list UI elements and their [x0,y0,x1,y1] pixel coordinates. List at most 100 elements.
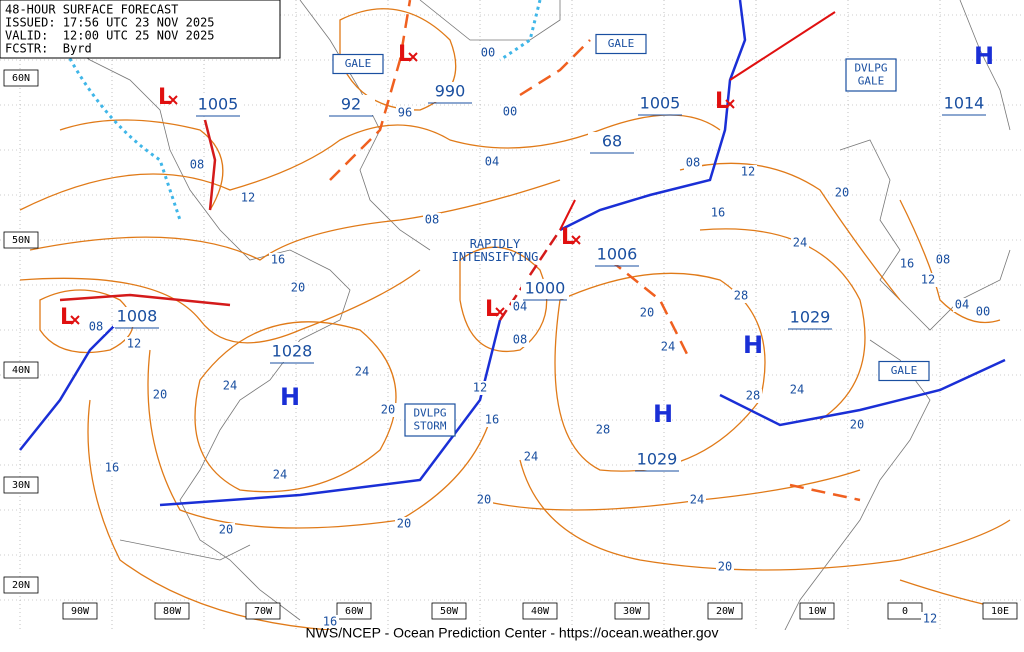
center-bg [194,95,242,115]
center-bg [588,132,636,152]
isobar-label: 24 [273,468,287,482]
lon-label: 30W [623,606,642,617]
lat-box [3,476,39,494]
isobar-label: 16 [711,206,725,220]
isobar-label: 20 [835,186,849,200]
isobar-label: 16 [900,257,914,271]
isobar-label: 20 [153,388,167,402]
lon-label: 90W [71,606,90,617]
center-bg [940,94,988,114]
lon-box [62,602,98,620]
high-center: H [653,400,673,428]
isobar-label: 20 [397,517,411,531]
isobar-label-bg [709,206,727,220]
center-bg [327,95,375,115]
low-center: L [60,305,74,330]
high-center: H [280,383,300,411]
pressure-center: 1028 [272,342,313,361]
isobar-label: 20 [219,523,233,537]
isobar-label-bg [379,403,397,417]
isobar-label-bg [321,615,339,629]
isobar-label-bg [479,46,497,60]
isobar-label: 28 [734,289,748,303]
isobar-label: 28 [596,423,610,437]
lon-label: 60W [345,606,364,617]
labels: 60N 50N 40N 30N 20N 90W 80W 70W 60W 50W 40W 30W 20W 1… [3,33,1018,629]
low-center: L [398,42,412,67]
warning-box [878,360,930,382]
isobar-label: 08 [513,333,527,347]
isobar-label-bg [271,468,289,482]
center-bg [113,307,161,327]
low-x [495,307,505,317]
isobar-label-bg [501,105,519,119]
low-x [725,99,735,109]
isobar-label: 16 [105,461,119,475]
isobar-label-bg [125,337,143,351]
isobar-label-bg [269,253,287,267]
isobar-label: 16 [485,413,499,427]
pressure-center: 1008 [117,307,158,326]
isobar-label: 12 [473,381,487,395]
header-box [0,0,281,59]
isobar-label: 28 [746,389,760,403]
lat-label: 60N [12,73,30,84]
isobar-label: 12 [923,612,937,626]
low-x [70,315,80,325]
low-center: L [715,89,729,114]
lon-box [154,602,190,620]
header-line: ISSUED: 17:56 UTC 23 NOV 2025 [5,16,215,30]
isobar-label: 00 [481,46,495,60]
lon-box [799,602,835,620]
pressure-center: 1029 [637,450,678,469]
header-line: FCSTR: Byrd [5,42,92,56]
low-center: L [561,225,575,250]
isobar-label-bg [151,388,169,402]
isobar-label-bg [791,236,809,250]
pressure-center: 92 [341,95,361,114]
isobar-label: 00 [503,105,517,119]
lat-label: 20N [12,580,30,591]
isobar-label: 20 [850,418,864,432]
isobar-label: 04 [955,298,969,312]
isobar-label-bg [921,612,939,626]
lon-box [431,602,467,620]
isobar-label-bg [289,281,307,295]
isobar-label: 08 [89,320,103,334]
isobar-label: 24 [355,365,369,379]
pressure-center: 1014 [944,94,985,113]
isobar-label-bg [483,413,501,427]
isobar-label-bg [919,273,937,287]
isobar-label: 24 [223,379,237,393]
isobar-label-bg [423,213,441,227]
lat-box [3,69,39,87]
low-x [168,95,178,105]
isobar-label: 08 [425,213,439,227]
center-bg [268,342,316,362]
isobar-label: 20 [477,493,491,507]
isobar-label: 20 [291,281,305,295]
isobar-label-bg [103,461,121,475]
annotation: RAPIDLY INTENSIFYING [452,237,539,264]
fronts [19,0,1006,507]
low-center: L [485,297,499,322]
isobar-label: 08 [936,253,950,267]
lon-box [245,602,281,620]
isobar-label-bg [475,493,493,507]
isobar-label: 20 [640,306,654,320]
isobar-label: 16 [323,615,337,629]
isobar-label: 24 [790,383,804,397]
warning-label: GALE [345,57,372,70]
isobar-label: 20 [381,403,395,417]
low-center: L [158,85,172,110]
isobar-label-bg [716,560,734,574]
isobar-label: 12 [921,273,935,287]
isobar-label: 20 [718,560,732,574]
footer: NWS/NCEP - Ocean Prediction Center - htt… [306,625,719,641]
isobar-label-bg [732,289,750,303]
warning-box [404,403,456,437]
isobar-label-bg [511,300,529,314]
center-bg [521,279,569,299]
center-bg [633,450,681,470]
